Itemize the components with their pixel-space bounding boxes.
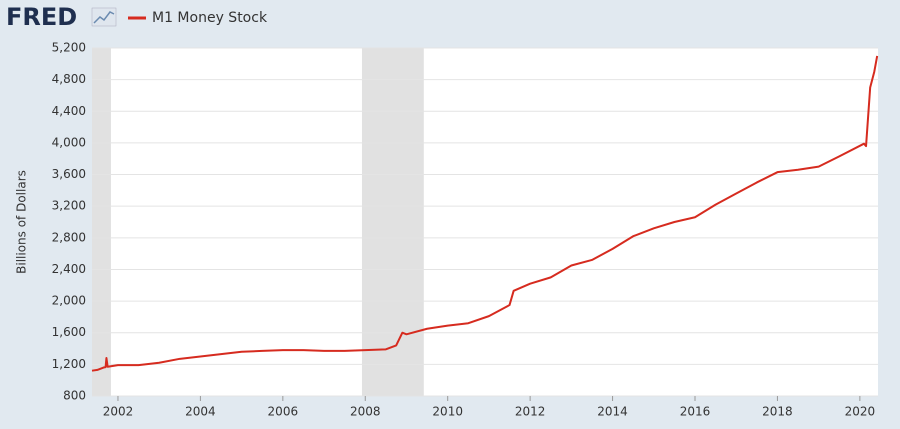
y-tick-label: 2,400 (52, 262, 86, 276)
grid-layer (92, 47, 878, 397)
x-tick-label: 2008 (350, 405, 381, 419)
x-tick-label: 2010 (432, 405, 463, 419)
x-tick-label: 2012 (515, 405, 546, 419)
x-tick-label: 2002 (103, 405, 134, 419)
logo-icon (91, 7, 117, 27)
line-layer (91, 55, 879, 372)
recession-shade (361, 48, 424, 396)
y-tick-label: 4,800 (52, 72, 86, 86)
y-tick-label: 4,000 (52, 135, 86, 149)
y-tick-label: 800 (63, 389, 86, 403)
y-tick-label: 1,600 (52, 325, 86, 339)
plot-area (92, 48, 878, 396)
x-tick-label: 2020 (845, 405, 876, 419)
x-tick-label: 2006 (268, 405, 299, 419)
y-tick-label: 1,200 (52, 357, 86, 371)
brand-logo[interactable]: FRED (6, 3, 77, 31)
x-tick-label: 2004 (185, 405, 216, 419)
recession-layer (92, 48, 424, 396)
x-tick-label: 2016 (680, 405, 711, 419)
y-tick-label: 2,800 (52, 230, 86, 244)
x-tick-label: 2014 (597, 405, 628, 419)
data-line (91, 55, 879, 372)
y-axis-label: Billions of Dollars (15, 170, 29, 274)
y-tick-label: 4,400 (52, 104, 86, 118)
recession-shade (92, 48, 111, 396)
y-tick-label: 5,200 (52, 41, 86, 55)
y-tick-label: 3,200 (52, 199, 86, 213)
y-tick-label: 2,000 (52, 294, 86, 308)
legend-label: M1 Money Stock (152, 10, 268, 26)
y-tick-label: 3,600 (52, 167, 86, 181)
x-tick-label: 2018 (762, 405, 793, 419)
